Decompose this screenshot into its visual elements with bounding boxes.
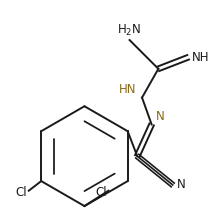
- Text: NH: NH: [192, 51, 210, 64]
- Text: HN: HN: [119, 83, 136, 96]
- Text: N: N: [177, 179, 185, 192]
- Text: N: N: [156, 110, 164, 123]
- Text: H$_2$N: H$_2$N: [118, 23, 142, 38]
- Text: Cl: Cl: [95, 186, 107, 199]
- Text: Cl: Cl: [15, 186, 27, 199]
